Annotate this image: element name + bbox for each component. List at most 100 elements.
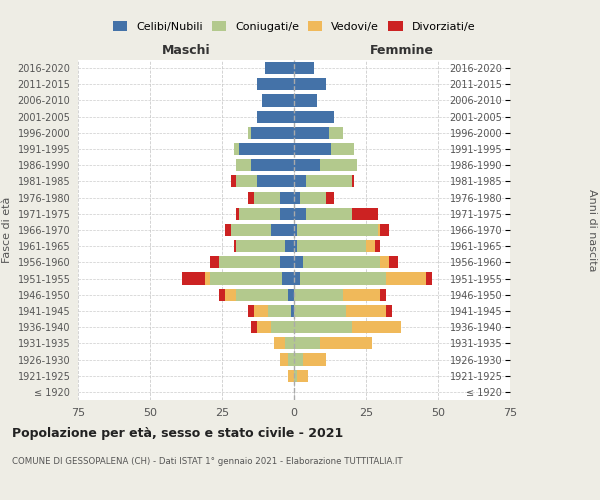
Bar xyxy=(182,272,205,284)
Bar xyxy=(294,370,297,382)
Bar xyxy=(254,305,268,317)
Bar xyxy=(352,208,377,220)
Bar xyxy=(294,110,334,122)
Bar xyxy=(288,370,294,382)
Bar xyxy=(302,256,380,268)
Text: Popolazione per età, sesso e stato civile - 2021: Popolazione per età, sesso e stato civil… xyxy=(12,428,343,440)
Bar xyxy=(380,224,389,236)
Bar xyxy=(294,288,343,301)
Bar xyxy=(283,272,294,284)
Bar xyxy=(320,338,372,349)
Bar xyxy=(294,305,346,317)
Bar xyxy=(329,127,343,139)
Bar xyxy=(294,208,305,220)
Bar xyxy=(386,272,427,284)
Bar xyxy=(280,192,294,203)
Bar xyxy=(230,224,271,236)
Bar xyxy=(286,338,294,349)
Bar xyxy=(297,240,366,252)
Text: Anni di nascita: Anni di nascita xyxy=(587,188,597,271)
Bar xyxy=(251,127,294,139)
Bar xyxy=(427,272,432,284)
Bar xyxy=(331,143,355,155)
Bar xyxy=(236,208,239,220)
Bar xyxy=(257,176,294,188)
Bar xyxy=(271,224,294,236)
Bar xyxy=(248,127,251,139)
Bar xyxy=(280,208,294,220)
Bar xyxy=(248,305,254,317)
Bar xyxy=(294,62,314,74)
Bar xyxy=(211,256,219,268)
Text: COMUNE DI GESSOPALENA (CH) - Dati ISTAT 1° gennaio 2021 - Elaborazione TUTTITALI: COMUNE DI GESSOPALENA (CH) - Dati ISTAT … xyxy=(12,458,403,466)
Bar xyxy=(374,240,380,252)
Bar xyxy=(305,176,352,188)
Bar xyxy=(300,192,326,203)
Bar xyxy=(294,256,302,268)
Bar xyxy=(280,354,288,366)
Y-axis label: Fasce di età: Fasce di età xyxy=(2,197,12,263)
Bar xyxy=(280,256,294,268)
Bar xyxy=(294,321,352,333)
Bar xyxy=(320,159,358,172)
Bar xyxy=(294,338,320,349)
Bar xyxy=(297,224,377,236)
Bar xyxy=(386,305,392,317)
Bar xyxy=(300,272,386,284)
Bar xyxy=(257,321,271,333)
Bar xyxy=(236,176,257,188)
Bar xyxy=(236,288,288,301)
Bar xyxy=(352,321,401,333)
Bar xyxy=(389,256,398,268)
Bar xyxy=(205,272,211,284)
Bar xyxy=(271,321,294,333)
Bar xyxy=(236,159,251,172)
Text: Maschi: Maschi xyxy=(161,44,211,57)
Bar xyxy=(257,110,294,122)
Bar xyxy=(377,224,380,236)
Bar xyxy=(302,354,326,366)
Bar xyxy=(225,288,236,301)
Bar xyxy=(294,192,300,203)
Bar xyxy=(294,272,300,284)
Bar xyxy=(294,94,317,106)
Bar xyxy=(230,176,236,188)
Bar xyxy=(294,159,320,172)
Bar xyxy=(294,240,297,252)
Bar xyxy=(251,159,294,172)
Bar xyxy=(265,62,294,74)
Bar xyxy=(257,78,294,90)
Bar xyxy=(305,208,352,220)
Bar xyxy=(254,192,280,203)
Bar xyxy=(262,94,294,106)
Bar xyxy=(251,321,257,333)
Legend: Celibi/Nubili, Coniugati/e, Vedovi/e, Divorziati/e: Celibi/Nubili, Coniugati/e, Vedovi/e, Di… xyxy=(113,22,475,32)
Bar xyxy=(233,240,236,252)
Bar xyxy=(268,305,291,317)
Bar xyxy=(248,192,254,203)
Bar xyxy=(288,288,294,301)
Bar xyxy=(343,288,380,301)
Bar xyxy=(294,354,302,366)
Bar xyxy=(294,143,331,155)
Bar xyxy=(291,305,294,317)
Bar xyxy=(294,127,329,139)
Bar xyxy=(294,176,305,188)
Bar xyxy=(294,224,297,236)
Bar xyxy=(211,272,283,284)
Text: Femmine: Femmine xyxy=(370,44,434,57)
Bar xyxy=(239,208,280,220)
Bar xyxy=(294,78,326,90)
Bar xyxy=(219,288,225,301)
Bar xyxy=(286,240,294,252)
Bar xyxy=(274,338,286,349)
Bar xyxy=(380,288,386,301)
Bar xyxy=(297,370,308,382)
Bar xyxy=(352,176,355,188)
Bar xyxy=(233,143,239,155)
Bar xyxy=(326,192,334,203)
Bar xyxy=(225,224,230,236)
Bar xyxy=(236,240,286,252)
Bar xyxy=(366,240,374,252)
Bar xyxy=(346,305,386,317)
